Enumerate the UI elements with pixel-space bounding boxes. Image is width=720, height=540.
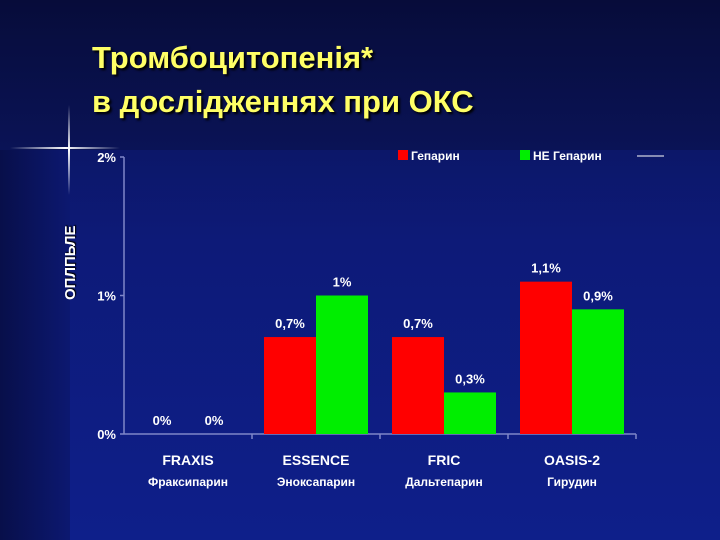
bar-heparin <box>264 337 316 434</box>
title-band <box>0 0 720 150</box>
bar-heparin <box>392 337 444 434</box>
subcategory-label: Дальтепарин <box>405 475 483 489</box>
title-line-1: Тромбоцитопенія* <box>92 40 374 75</box>
title-line-2: в дослідженнях при ОКС <box>92 84 474 119</box>
legend-label: НЕ Гепарин <box>533 149 602 163</box>
category-label: OASIS-2 <box>544 452 600 468</box>
slide-title: Тромбоцитопенія* в дослідженнях при ОКС <box>92 36 474 124</box>
category-label: FRIC <box>428 452 461 468</box>
data-label: 0,7% <box>275 316 305 331</box>
y-tick-label: 2% <box>97 150 116 165</box>
data-label: 0% <box>205 413 224 428</box>
bar-heparin <box>520 281 572 434</box>
legend-label: Гепарин <box>411 149 460 163</box>
data-label: 0,9% <box>583 288 613 303</box>
sparkle-decoration-vertical <box>68 105 70 195</box>
left-panel <box>0 150 70 540</box>
category-label: FRAXIS <box>162 452 213 468</box>
legend-swatch <box>520 150 530 160</box>
subcategory-label: Фраксипарин <box>148 475 228 489</box>
data-label: 0% <box>153 413 172 428</box>
subcategory-label: Эноксапарин <box>277 475 355 489</box>
bar-non-heparin <box>444 392 496 434</box>
bar-non-heparin <box>316 295 368 434</box>
data-label: 0,7% <box>403 316 433 331</box>
subcategory-label: Гирудин <box>547 475 597 489</box>
sparkle-decoration-horizontal <box>10 147 120 149</box>
bar-non-heparin <box>572 309 624 434</box>
category-label: ESSENCE <box>283 452 350 468</box>
data-label: 0,3% <box>455 371 485 386</box>
data-label: 1,1% <box>531 261 561 276</box>
legend-swatch <box>398 150 408 160</box>
y-tick-label: 1% <box>97 289 116 304</box>
data-label: 1% <box>333 275 352 290</box>
y-tick-label: 0% <box>97 427 116 442</box>
